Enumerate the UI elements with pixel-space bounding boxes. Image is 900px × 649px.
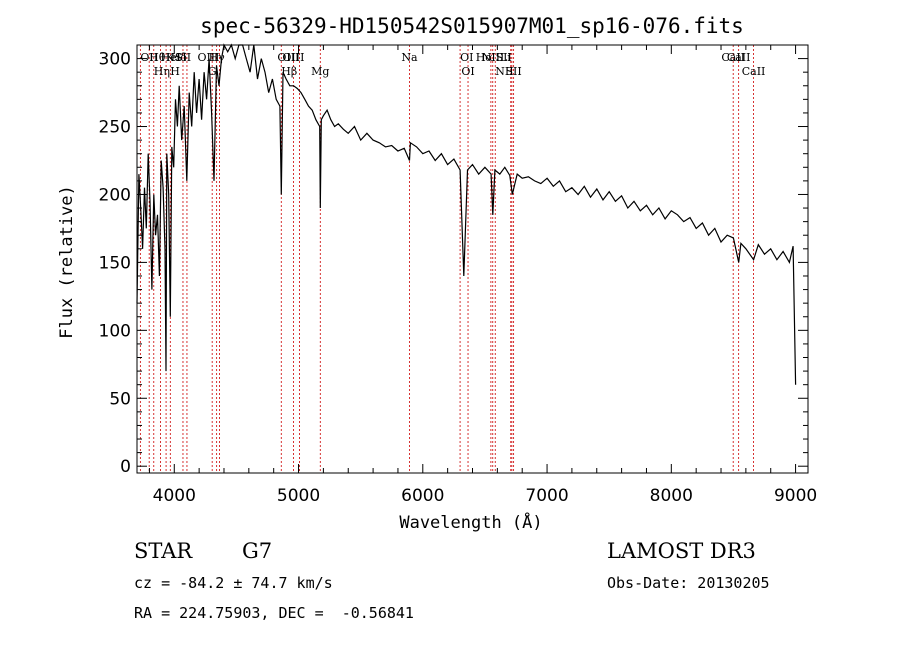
y-tick-label: 200 — [99, 185, 131, 205]
spectral-line-label: K — [166, 51, 175, 64]
spectral-line-label: Na — [401, 51, 418, 64]
y-tick-label: 100 — [99, 321, 131, 341]
spectral-line-label: Mg — [311, 65, 329, 78]
observation-date: Obs-Date: 20130205 — [607, 574, 770, 592]
spectral-line-label: SII — [506, 65, 522, 78]
spectral-line-label: CaII — [727, 51, 751, 64]
x-tick-label: 6000 — [401, 486, 444, 506]
spectral-line-label: OIII — [282, 51, 304, 64]
y-axis-label: Flux (relative) — [57, 185, 77, 339]
y-tick-label: 0 — [120, 457, 131, 477]
spectral-line-label: OII — [140, 51, 158, 64]
y-tick-label: 50 — [109, 389, 131, 409]
x-tick-label: 9000 — [774, 486, 817, 506]
y-tick-label: 250 — [99, 118, 131, 138]
object-class: STAR — [134, 539, 193, 563]
spectrum-chart: spec-56329-HD150542S015907M01_sp16-076.f… — [57, 14, 817, 533]
y-axis-ticks: 0 50 100 150 200 250 300 — [99, 50, 808, 477]
spectral-line-label: OIII — [277, 51, 299, 64]
redshift-velocity: cz = -84.2 ± 74.7 km/s — [134, 574, 333, 592]
spectral-line-label: NII — [495, 65, 513, 78]
y-tick-label: 300 — [99, 50, 131, 70]
plot-frame — [136, 44, 809, 474]
spectral-line-label: OIII — [197, 51, 219, 64]
chart-title: spec-56329-HD150542S015907M01_sp16-076.f… — [200, 14, 744, 38]
x-tick-label: 8000 — [650, 486, 693, 506]
spectral-line-label: G — [208, 65, 217, 78]
x-tick-label: 7000 — [525, 486, 568, 506]
spectral-line-label: Hα — [476, 51, 494, 64]
spectral-line-label: Hθ — [149, 51, 166, 64]
spectral-line-label: OI — [460, 51, 473, 64]
spectral-line-label: Hη — [154, 65, 170, 78]
spectral-line-markers — [139, 45, 754, 473]
spectral-line-label: CaII — [742, 65, 766, 78]
x-axis-label: Wavelength (Å) — [399, 511, 542, 533]
spectral-line-label: Hβ — [281, 65, 297, 78]
spectral-line-label: SII — [175, 51, 191, 64]
spectral-line-label: CaII — [721, 51, 745, 64]
spectral-line-label: NII — [482, 51, 500, 64]
spectral-subclass: G7 — [242, 539, 273, 563]
y-tick-label: 150 — [99, 253, 131, 273]
spectral-line-label: Hδ — [171, 51, 188, 64]
spectral-line-label: HeI — [160, 51, 180, 64]
spectral-line-label: Li — [500, 51, 511, 64]
x-tick-label: 4000 — [153, 486, 196, 506]
x-axis-ticks: 4000 5000 6000 7000 8000 9000 — [148, 45, 817, 506]
spectrum-line — [136, 43, 797, 385]
spectral-line-label: H — [170, 65, 180, 78]
spectral-line-label: SII — [496, 51, 512, 64]
coordinates: RA = 224.75903, DEC = -0.56841 — [134, 604, 414, 622]
survey-name: LAMOST DR3 — [607, 539, 756, 563]
x-tick-label: 5000 — [277, 486, 320, 506]
spectral-line-label: OI — [461, 65, 474, 78]
